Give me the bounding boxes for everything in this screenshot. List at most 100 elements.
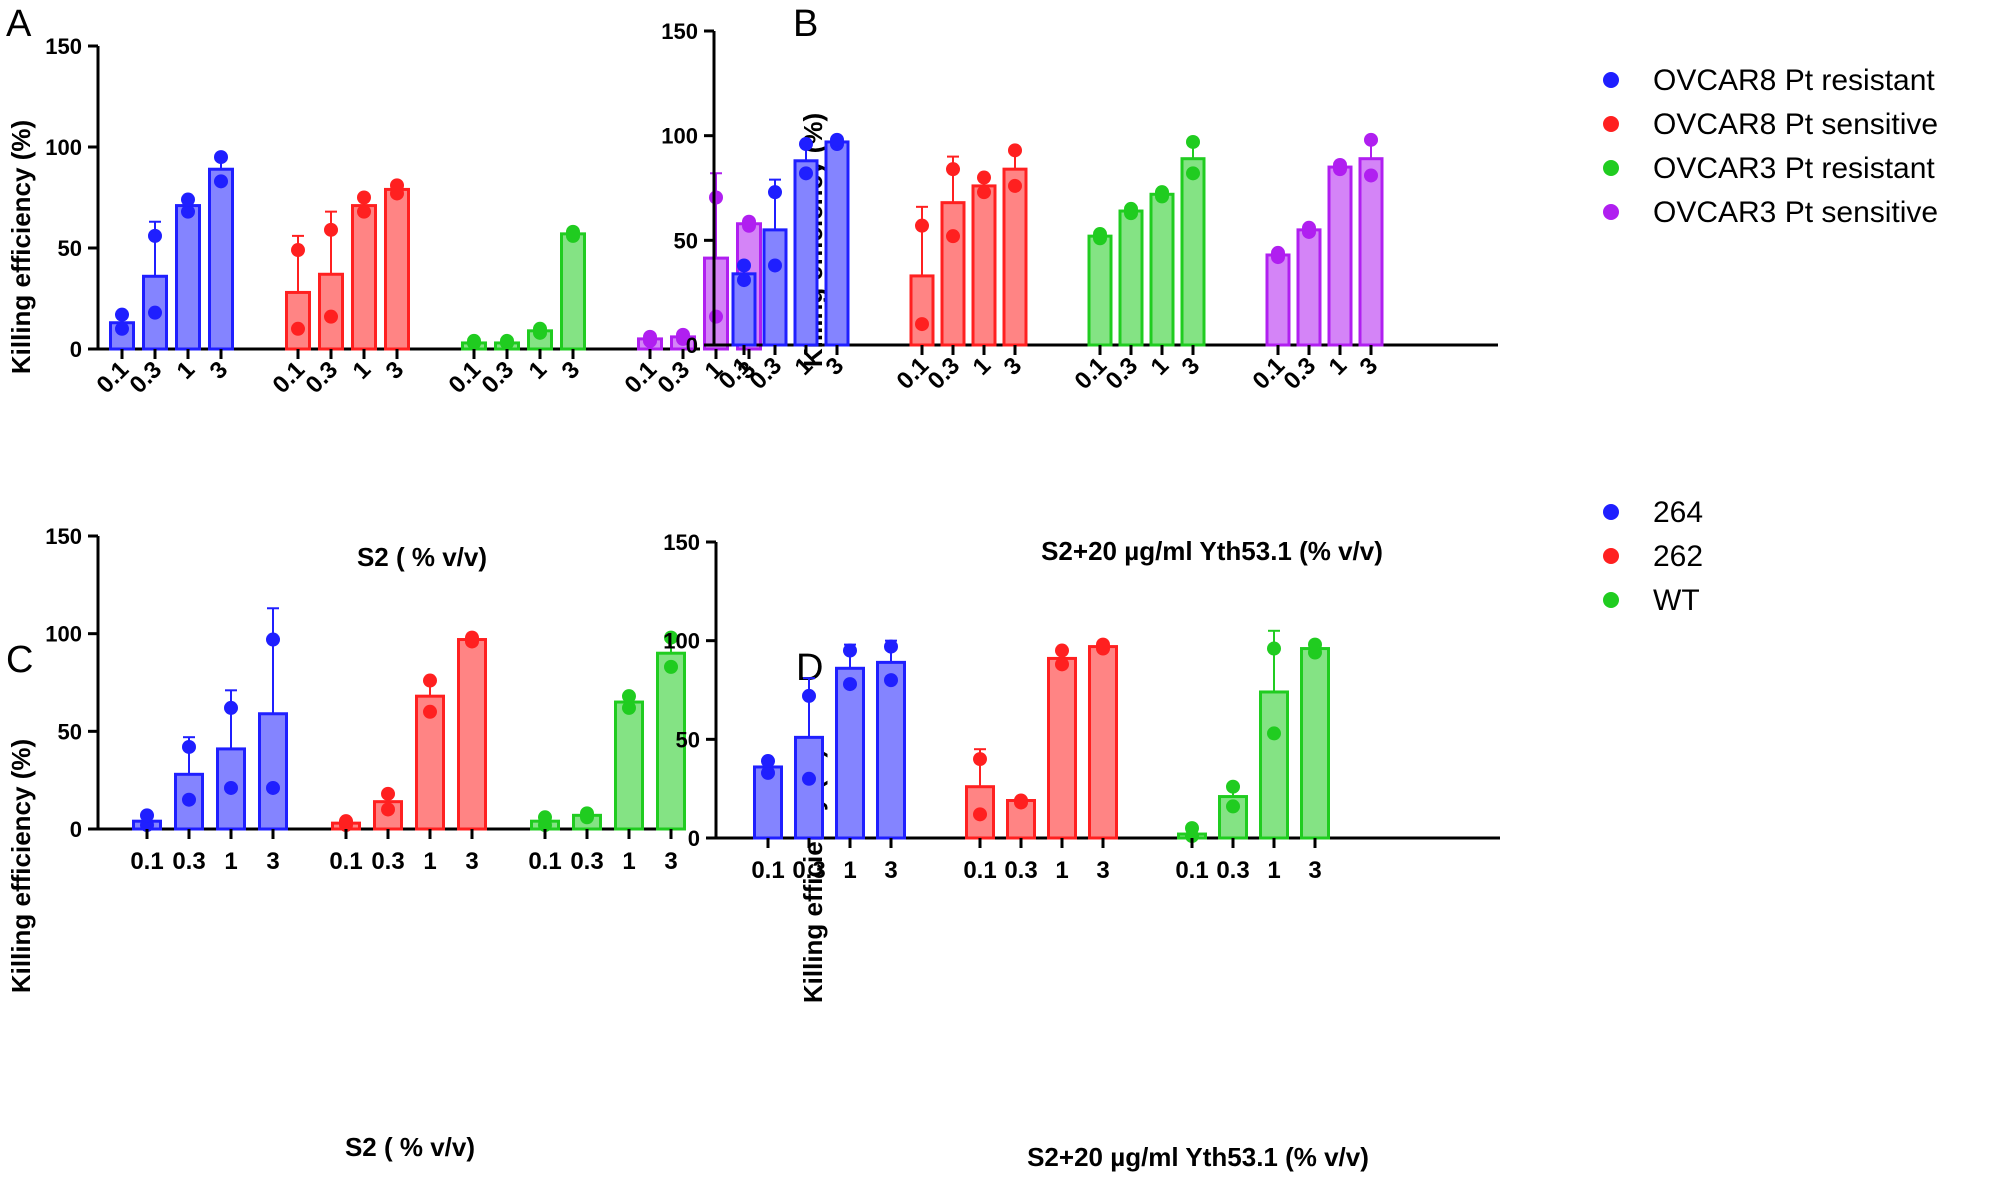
- data-point-a-g3-0-1: [643, 329, 657, 344]
- data-point-c-g1-0-1: [339, 814, 353, 829]
- data-point-d-g1-0-1: [973, 752, 987, 767]
- data-point-d-g2-0-1: [1185, 821, 1199, 836]
- bar-d-g0-1: [794, 735, 824, 840]
- bar-a-g0-3: [208, 167, 234, 351]
- category-label-a-g0-2: 1: [172, 356, 201, 385]
- data-point-c-g0-3-1: [266, 632, 280, 647]
- data-point-d-g0-0-0: [761, 765, 775, 780]
- category-label-d-g0-3: 3: [884, 857, 897, 884]
- data-point-d-g1-0-0: [973, 807, 987, 822]
- data-point-d-g0-2-1: [843, 643, 857, 658]
- data-point-b-g0-2-1: [799, 137, 813, 152]
- data-point-b-g3-3-1: [1364, 132, 1378, 147]
- bar-b-g0-2: [793, 159, 819, 347]
- data-point-a-g0-1-0: [148, 305, 162, 320]
- data-point-a-g2-2-1: [533, 321, 547, 336]
- data-point-a-g0-1-1: [148, 228, 162, 243]
- data-point-b-g0-1-1: [768, 185, 782, 200]
- data-point-d-g0-3-1: [884, 639, 898, 654]
- bar-a-g2-3: [560, 232, 586, 351]
- category-label-a-g2-1: 0.3: [477, 356, 520, 399]
- category-label-a-g3-1: 0.3: [653, 356, 696, 399]
- data-point-c-g1-2-1: [423, 673, 437, 688]
- category-label-c-g0-1: 0.3: [172, 848, 205, 875]
- data-point-d-g1-1-1: [1014, 793, 1028, 808]
- legend-marker-0-1: [1603, 116, 1619, 132]
- category-label-b-g3-1: 0.3: [1279, 352, 1322, 395]
- data-point-a-g3-2-0: [709, 309, 723, 324]
- data-point-b-g0-1-0: [768, 258, 782, 273]
- legend-top: OVCAR8 Pt resistant OVCAR8 Pt sensitive OV…: [1603, 64, 1938, 229]
- data-point-c-g2-1-1: [580, 806, 594, 821]
- category-label-a-g2-3: 3: [557, 356, 586, 385]
- legend-label-1-1: 262: [1653, 540, 1703, 573]
- data-point-a-g3-2-1: [709, 190, 723, 205]
- y-tick-label: 50: [674, 228, 698, 253]
- legend-label-0-1: OVCAR8 Pt sensitive: [1653, 108, 1938, 141]
- category-label-d-g0-2: 1: [843, 857, 856, 884]
- data-point-c-g2-2-0: [622, 700, 636, 715]
- bar-d-g0-2: [835, 666, 865, 840]
- category-label-b-g2-1: 0.3: [1101, 352, 1144, 395]
- panel-letter-b: B: [793, 3, 818, 45]
- x-axis-title-c: S2 ( % v/v): [345, 1132, 475, 1162]
- category-label-c-g2-1: 0.3: [570, 848, 603, 875]
- y-axis-title-c: Killing efficiency (%): [6, 739, 36, 993]
- data-point-a-g2-1-1: [500, 333, 514, 348]
- category-label-c-g0-3: 3: [266, 848, 279, 875]
- data-point-b-g1-3-1: [1008, 143, 1022, 158]
- bar-d-g2-2: [1259, 690, 1289, 840]
- category-label-d-g0-0: 0.1: [751, 857, 784, 884]
- category-label-a-g1-3: 3: [381, 356, 410, 385]
- bar-b-g3-1: [1296, 228, 1322, 347]
- y-tick-label: 0: [688, 826, 700, 851]
- data-point-b-g1-1-1: [946, 162, 960, 177]
- bar-a-g0-2: [175, 204, 201, 351]
- category-label-c-g0-2: 1: [224, 848, 237, 875]
- category-label-d-g0-1: 0.3: [792, 857, 825, 884]
- panel-c: C Killing efficiency (%) S2 ( % v/v) 0 50…: [6, 524, 686, 1162]
- category-label-a-g2-2: 1: [524, 356, 553, 385]
- bar-b-g1-0: [909, 274, 935, 347]
- data-point-a-g2-3-1: [566, 224, 580, 239]
- data-point-b-g0-0-0: [737, 273, 751, 288]
- category-label-c-g1-1: 0.3: [371, 848, 404, 875]
- bar-a-g1-3: [384, 187, 410, 351]
- data-point-d-g1-2-1: [1055, 643, 1069, 658]
- data-point-b-g1-0-0: [915, 317, 929, 332]
- data-point-b-g2-1-1: [1124, 201, 1138, 216]
- data-point-b-g3-2-1: [1333, 157, 1347, 172]
- data-point-b-g1-0-1: [915, 218, 929, 233]
- data-point-d-g1-2-0: [1055, 657, 1069, 672]
- category-label-b-g0-1: 0.3: [745, 352, 788, 395]
- data-point-b-g2-2-1: [1155, 185, 1169, 200]
- data-point-a-g0-2-0: [181, 204, 195, 219]
- data-point-b-g1-1-0: [946, 229, 960, 244]
- data-point-c-g2-2-1: [622, 689, 636, 704]
- y-axis-title-a: Killing efficiency (%): [6, 120, 36, 374]
- category-label-c-g2-0: 0.1: [528, 848, 561, 875]
- bar-b-g0-3: [824, 140, 850, 347]
- data-point-b-g3-1-1: [1302, 220, 1316, 235]
- y-tick-label: 0: [686, 333, 698, 358]
- category-label-c-g1-2: 1: [423, 848, 436, 875]
- data-point-d-g2-3-1: [1308, 637, 1322, 652]
- data-point-d-g0-3-0: [884, 673, 898, 688]
- data-point-a-g0-3-0: [214, 174, 228, 189]
- data-point-c-g1-1-0: [381, 802, 395, 817]
- data-point-a-g0-0-1: [115, 307, 129, 322]
- y-tick-label: 50: [58, 719, 82, 744]
- category-label-b-g1-3: 3: [999, 352, 1028, 381]
- y-tick-label: 100: [45, 622, 82, 647]
- bar-b-g3-3: [1358, 157, 1384, 347]
- legend-label-0-0: OVCAR8 Pt resistant: [1653, 64, 1935, 97]
- data-point-c-g1-2-0: [423, 704, 437, 719]
- data-point-a-g0-0-0: [115, 321, 129, 336]
- y-tick-label: 100: [45, 135, 82, 160]
- data-point-b-g2-3-1: [1186, 134, 1200, 149]
- category-label-d-g1-0: 0.1: [963, 857, 996, 884]
- panel-d: D Killing efficiency (%) S2+20 µg/ml Yth…: [663, 530, 1500, 1172]
- data-point-c-g0-1-1: [182, 739, 196, 754]
- data-point-d-g0-2-0: [843, 677, 857, 692]
